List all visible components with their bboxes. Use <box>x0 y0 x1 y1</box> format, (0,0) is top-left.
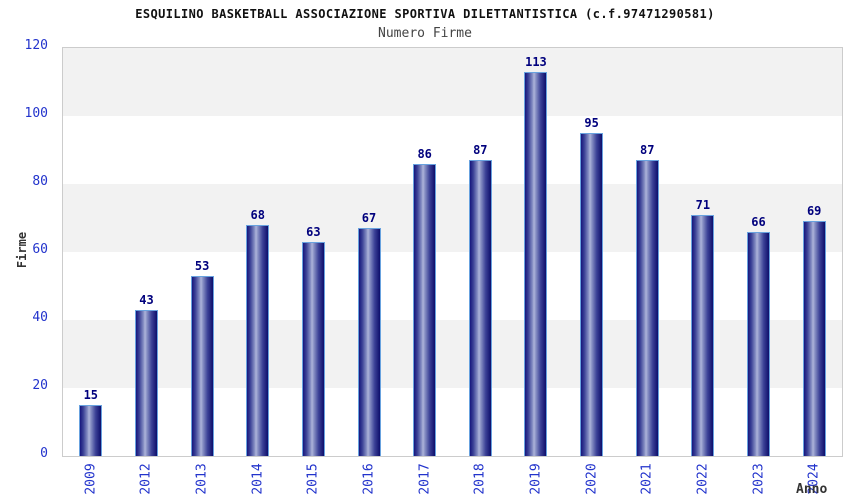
bar-2016 <box>357 228 381 456</box>
bar-value-label: 53 <box>194 258 210 273</box>
bar-2013 <box>190 275 214 456</box>
x-tick-label-2018: 2018 <box>472 463 488 495</box>
y-tick-label: 120 <box>24 38 48 53</box>
x-tick-label-2012: 2012 <box>138 463 154 495</box>
bar-value-label: 43 <box>139 292 154 307</box>
y-tick-label: 40 <box>32 310 48 325</box>
grid-band <box>63 320 842 388</box>
bar-value-label: 63 <box>306 224 321 239</box>
bar-2023 <box>747 231 771 456</box>
bar-value-label: 86 <box>417 146 432 161</box>
grid-band <box>63 116 842 184</box>
x-tick-label-2023: 2023 <box>751 463 767 495</box>
x-tick-label-2020: 2020 <box>584 463 600 495</box>
bar-value-label: 95 <box>584 116 599 130</box>
x-tick-label-2016: 2016 <box>361 463 377 495</box>
bar-value-label: 71 <box>695 197 711 212</box>
chart-subtitle: Numero Firme <box>378 26 472 41</box>
y-tick-label: 80 <box>32 174 48 189</box>
bar-2021 <box>635 160 659 456</box>
y-tick-label: 20 <box>32 378 48 393</box>
x-axis-title: Anno <box>796 482 828 497</box>
bar-2020 <box>580 133 604 456</box>
bar-value-label: 69 <box>806 204 822 219</box>
bar-2019 <box>524 71 548 456</box>
grid-band <box>63 184 842 252</box>
chart-title: ESQUILINO BASKETBALL ASSOCIAZIONE SPORTI… <box>135 7 715 21</box>
bar-2014 <box>246 224 270 456</box>
bar-value-label: 87 <box>640 143 655 158</box>
x-tick-label-2021: 2021 <box>639 463 655 495</box>
x-tick-label-2017: 2017 <box>417 463 433 495</box>
grid-band <box>63 388 842 456</box>
y-tick-label: 60 <box>32 242 48 257</box>
bar-value-label: 67 <box>361 211 377 226</box>
y-tick-label: 100 <box>24 106 48 121</box>
bar-value-label: 15 <box>83 388 99 402</box>
bar-2012 <box>134 309 158 456</box>
bar-value-label: 68 <box>250 207 265 222</box>
bar-2024 <box>802 221 826 456</box>
bar-2015 <box>301 241 325 456</box>
bar-2018 <box>468 160 492 456</box>
bar-2009 <box>79 405 103 456</box>
grid-band <box>63 48 842 116</box>
x-tick-label-2009: 2009 <box>83 463 99 495</box>
bar-value-label: 113 <box>525 54 547 69</box>
bar-2017 <box>413 163 437 456</box>
x-tick-label-2015: 2015 <box>305 463 321 495</box>
y-tick-label: 0 <box>40 446 48 461</box>
x-tick-label-2014: 2014 <box>250 463 266 495</box>
x-tick-label-2019: 2019 <box>528 463 544 495</box>
bar-value-label: 87 <box>473 143 488 158</box>
x-tick-label-2013: 2013 <box>194 463 210 495</box>
x-tick-label-2022: 2022 <box>695 463 711 495</box>
bar-2022 <box>691 214 715 456</box>
plot-area: 15 43 53 68 63 67 86 87 113 95 87 71 66 69 <box>62 47 843 457</box>
bar-value-label: 66 <box>751 214 766 229</box>
